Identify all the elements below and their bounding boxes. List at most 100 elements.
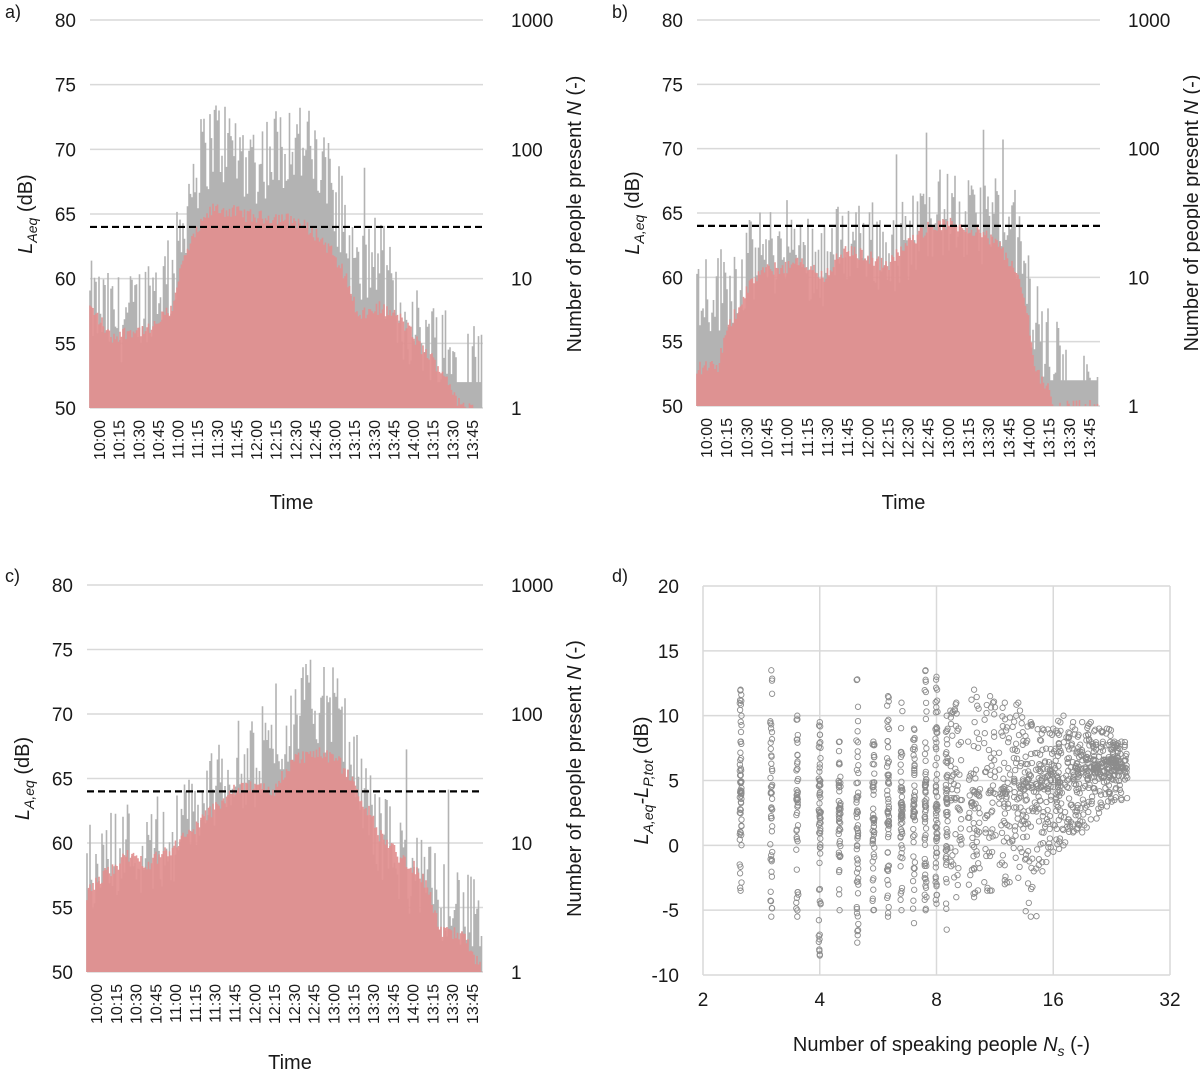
scatter-point <box>911 817 919 824</box>
scatter-point <box>1046 812 1054 820</box>
y-tick-label: 65 <box>55 205 76 226</box>
scatter-point <box>933 824 941 832</box>
scatter-point <box>815 917 823 924</box>
scatter-point <box>955 741 962 748</box>
scatter-point <box>769 675 776 682</box>
scatter-point <box>921 855 928 863</box>
scatter-point <box>768 795 776 802</box>
y2-axis-title-unit: (-) <box>564 76 586 102</box>
scatter-point <box>897 854 904 861</box>
scatter-point <box>835 784 843 791</box>
scatter-point <box>1044 819 1051 826</box>
scatter-point <box>869 895 876 902</box>
scatter-point <box>885 830 892 838</box>
scatter-point <box>835 809 843 816</box>
scatter-point <box>854 927 862 934</box>
scatter-point <box>974 744 982 751</box>
x-tick-label: 16 <box>1043 990 1064 1011</box>
scatter-point <box>793 846 800 853</box>
scatter-point <box>769 781 776 789</box>
scatter-point <box>910 838 917 846</box>
scatter-point <box>854 827 861 834</box>
scatter-point <box>922 779 929 786</box>
scatter-point <box>947 720 955 728</box>
scatter-point <box>1055 845 1063 853</box>
scatter-point <box>736 870 744 877</box>
scatter-point <box>898 778 905 785</box>
x-tick-label: 13:30 <box>1062 418 1079 458</box>
scatter-point <box>1117 789 1125 796</box>
scatter-point <box>1000 775 1007 782</box>
scatter-point <box>794 799 801 806</box>
scatter-point <box>870 738 877 745</box>
scatter-point <box>1034 782 1041 789</box>
scatter-point <box>1073 808 1080 815</box>
scatter-point <box>1022 778 1029 785</box>
scatter-point <box>767 774 774 782</box>
scatter-point <box>1011 779 1018 786</box>
scatter-point <box>957 757 965 764</box>
scatter-point <box>1027 721 1034 728</box>
scatter-point <box>1050 783 1057 791</box>
x-tick-label: 13:45 <box>1082 418 1099 458</box>
scatter-point <box>767 888 774 895</box>
scatter-point <box>855 769 862 777</box>
scatter-point <box>1124 774 1131 781</box>
scatter-point <box>736 706 744 714</box>
scatter-point <box>933 891 941 899</box>
scatter-point <box>971 718 978 726</box>
scatter-point <box>1075 763 1082 770</box>
scatter-point <box>983 709 990 717</box>
scatter-point <box>967 871 974 879</box>
y-tick-label: 20 <box>658 577 679 598</box>
scatter-point <box>921 813 929 820</box>
scatter-point <box>1027 750 1035 758</box>
x-tick-label: 14:00 <box>1022 418 1039 458</box>
scatter-point <box>1098 773 1105 781</box>
x-tick-label: 11:15 <box>190 420 207 459</box>
scatter-point <box>1024 848 1032 855</box>
scatter-point <box>921 891 928 898</box>
scatter-point <box>910 919 918 927</box>
scatter-point <box>1033 846 1041 853</box>
scatter-point <box>1006 771 1014 778</box>
scatter-point <box>932 735 939 742</box>
scatter-point <box>794 751 801 758</box>
scatter-point <box>1047 793 1055 800</box>
scatter-point <box>869 827 876 834</box>
scatter-point <box>884 892 891 899</box>
scatter-point <box>1027 885 1035 893</box>
scatter-point <box>884 909 892 917</box>
scatter-point <box>952 831 959 838</box>
scatter-point <box>1090 744 1097 751</box>
x-tick-label: 12:00 <box>860 418 877 458</box>
scatter-point <box>1074 769 1082 777</box>
x-axis-title-text: Number of speaking people <box>793 1034 1043 1056</box>
scatter-point <box>999 789 1007 797</box>
scatter-point <box>1006 785 1013 793</box>
scatter-point <box>1083 753 1090 761</box>
scatter-point <box>1041 758 1049 765</box>
scatter-point <box>1001 862 1008 869</box>
scatter-point <box>870 805 877 812</box>
scatter-point <box>976 785 984 793</box>
scatter-point <box>1091 728 1098 735</box>
scatter-point <box>948 858 955 865</box>
x-tick-label: 12:15 <box>269 420 286 460</box>
scatter-point <box>769 823 776 830</box>
scatter-point <box>970 801 977 808</box>
scatter-point <box>1105 753 1112 761</box>
y2-axis-title-text: Number of people present <box>1181 115 1200 352</box>
scatter-point <box>989 799 996 806</box>
scatter-point <box>794 777 801 785</box>
scatter-point <box>793 795 800 802</box>
scatter-point <box>837 819 844 826</box>
scatter-point <box>815 932 822 940</box>
scatter-point <box>870 907 877 914</box>
scatter-point <box>884 809 891 816</box>
scatter-point <box>836 891 843 898</box>
scatter-point <box>1076 818 1084 825</box>
scatter-point <box>1083 824 1090 831</box>
scatter-point <box>869 760 876 768</box>
scatter-point <box>1047 844 1054 851</box>
